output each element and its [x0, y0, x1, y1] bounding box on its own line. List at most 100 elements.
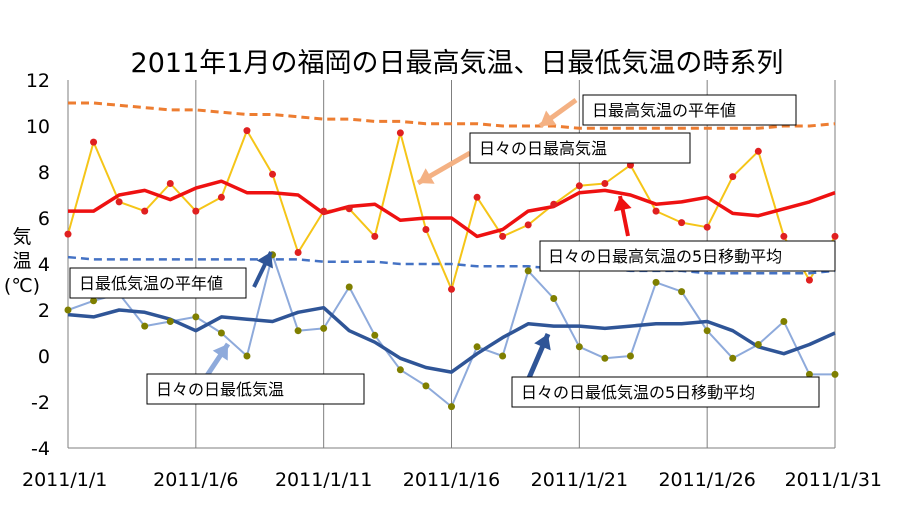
data-point [166, 180, 174, 187]
data-point [575, 343, 583, 351]
y-tick-label: 2 [38, 300, 50, 322]
annotation-daily-high: 日々の日最高気温 [469, 132, 691, 164]
arrow-daily-low-head [212, 344, 228, 361]
series-line [67, 305, 836, 374]
data-point [90, 297, 98, 305]
data-point [294, 249, 302, 256]
data-point [678, 288, 686, 296]
x-tick-label: 2011/1/21 [531, 469, 628, 491]
data-point [473, 343, 481, 351]
data-point [243, 352, 251, 360]
x-tick-label: 2011/1/11 [275, 469, 372, 491]
data-point [575, 182, 583, 190]
x-tick-label: 2011/1/16 [403, 469, 500, 491]
series-line [68, 179, 836, 239]
y-tick-label: 10 [26, 116, 50, 138]
data-point [601, 180, 609, 187]
annotation-daily-high-box [469, 132, 691, 164]
data-point [243, 127, 251, 135]
annotation-normal-high: 日最高気温の平年値 [582, 94, 797, 126]
data-point [64, 306, 72, 314]
x-tick-label: 2011/1/6 [153, 469, 238, 491]
annotation-daily-high-text: 日々の日最高気温 [479, 139, 607, 158]
data-point [703, 223, 711, 231]
data-point [371, 331, 379, 339]
annotation-daily-low-text: 日々の日最低気温 [156, 380, 284, 399]
data-point [524, 221, 532, 229]
data-point [729, 354, 737, 362]
data-point [115, 198, 123, 206]
data-point [780, 232, 788, 240]
data-point [141, 322, 149, 330]
data-point [396, 129, 404, 137]
x-tick-label: 2011/1/31 [785, 469, 882, 491]
annotation-high-moving-average-box [539, 240, 836, 272]
data-point [192, 313, 200, 321]
data-point [371, 232, 379, 240]
annotation-normal-high-box [582, 94, 797, 126]
y-axis-label-line-3: (℃) [4, 275, 40, 297]
data-point [141, 207, 149, 215]
data-point [192, 207, 200, 215]
x-tick-label: 2011/1/26 [658, 469, 755, 491]
y-axis-label-line-2: 温 [12, 250, 31, 272]
annotation-normal-high-text: 日最高気温の平年値 [592, 101, 736, 120]
y-axis-label: 気 温 (℃) [4, 226, 40, 297]
annotation-daily-low: 日々の日最低気温 [146, 373, 365, 405]
data-point [320, 324, 328, 332]
series-markers [64, 127, 839, 411]
arrow-normal-low-head [256, 252, 273, 269]
data-point [805, 370, 813, 378]
annotation-high-moving-average-text: 日々の日最高気温の5日移動平均 [548, 247, 782, 266]
data-point [678, 219, 686, 227]
arrow-high-moving-average-head [613, 196, 632, 212]
data-point [831, 370, 839, 378]
data-point [166, 318, 174, 325]
data-point [422, 382, 430, 390]
data-point [652, 278, 660, 286]
data-point [754, 147, 762, 155]
data-point [422, 226, 430, 233]
arrow-low-moving-average-head [534, 334, 551, 351]
data-point [652, 207, 660, 215]
y-tick-label: 4 [38, 254, 50, 276]
data-point [831, 232, 839, 240]
annotation-normal-low-text: 日最低気温の平年値 [79, 274, 223, 293]
annotation-low-moving-average: 日々の日最低気温の5日移動平均 [511, 376, 820, 408]
annotation-normal-low: 日最低気温の平年値 [69, 267, 247, 299]
data-point [473, 193, 481, 201]
data-point [626, 352, 634, 360]
y-tick-label: -4 [31, 438, 50, 460]
data-point [550, 200, 558, 208]
data-point [320, 207, 328, 215]
annotation-normal-low-box [69, 267, 247, 299]
arrow-normal-high-head [540, 110, 557, 126]
data-point [396, 366, 404, 374]
annotation-high-moving-average: 日々の日最高気温の5日移動平均 [539, 240, 836, 272]
data-point [550, 295, 558, 302]
annotation-low-moving-average-box [511, 376, 820, 408]
data-point [448, 285, 455, 293]
data-point [729, 173, 737, 181]
annotation-arrows [203, 97, 632, 379]
y-axis-label-line-1: 気 [12, 226, 31, 248]
data-point [64, 230, 72, 238]
x-axis-ticks: 2011/1/1 2011/1/6 2011/1/11 2011/1/16 2011/1… [22, 469, 882, 491]
y-tick-label: 0 [38, 346, 50, 368]
data-point [345, 283, 353, 291]
y-tick-label: 6 [38, 208, 50, 230]
chart-title: 2011年1月の福岡の日最高気温、日最低気温の時系列 [131, 48, 784, 79]
data-point [269, 170, 277, 178]
data-point [499, 232, 507, 240]
data-point [499, 352, 507, 360]
y-tick-label: -2 [31, 392, 50, 414]
data-point [345, 205, 353, 213]
data-point [217, 329, 225, 337]
data-point [448, 403, 455, 411]
data-point [780, 318, 788, 325]
arrow-daily-high-head [418, 168, 435, 184]
data-point [703, 327, 711, 335]
data-point [524, 267, 532, 275]
y-tick-label: 12 [26, 70, 50, 92]
